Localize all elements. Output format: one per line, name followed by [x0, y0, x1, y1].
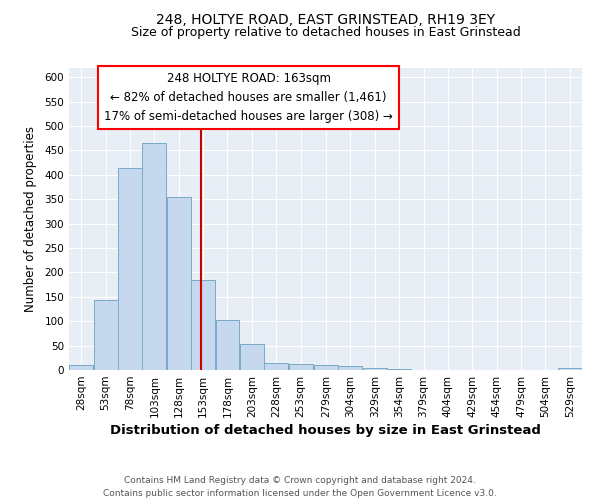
- Bar: [265, 362, 288, 370]
- Text: Size of property relative to detached houses in East Grinstead: Size of property relative to detached ho…: [131, 26, 520, 39]
- Bar: [314, 365, 338, 370]
- Bar: [558, 368, 582, 370]
- Text: 248 HOLTYE ROAD: 163sqm
← 82% of detached houses are smaller (1,461)
17% of semi: 248 HOLTYE ROAD: 163sqm ← 82% of detache…: [104, 72, 393, 123]
- Bar: [240, 344, 264, 370]
- Bar: [69, 365, 93, 370]
- Bar: [363, 368, 386, 370]
- Bar: [142, 143, 166, 370]
- Bar: [215, 320, 239, 370]
- Bar: [94, 300, 118, 370]
- Bar: [387, 368, 411, 370]
- Bar: [118, 168, 142, 370]
- Bar: [167, 197, 191, 370]
- Text: 248, HOLTYE ROAD, EAST GRINSTEAD, RH19 3EY: 248, HOLTYE ROAD, EAST GRINSTEAD, RH19 3…: [156, 12, 495, 26]
- Text: Contains HM Land Registry data © Crown copyright and database right 2024.
Contai: Contains HM Land Registry data © Crown c…: [103, 476, 497, 498]
- Bar: [338, 366, 362, 370]
- Y-axis label: Number of detached properties: Number of detached properties: [25, 126, 37, 312]
- X-axis label: Distribution of detached houses by size in East Grinstead: Distribution of detached houses by size …: [110, 424, 541, 437]
- Bar: [191, 280, 215, 370]
- Bar: [289, 364, 313, 370]
